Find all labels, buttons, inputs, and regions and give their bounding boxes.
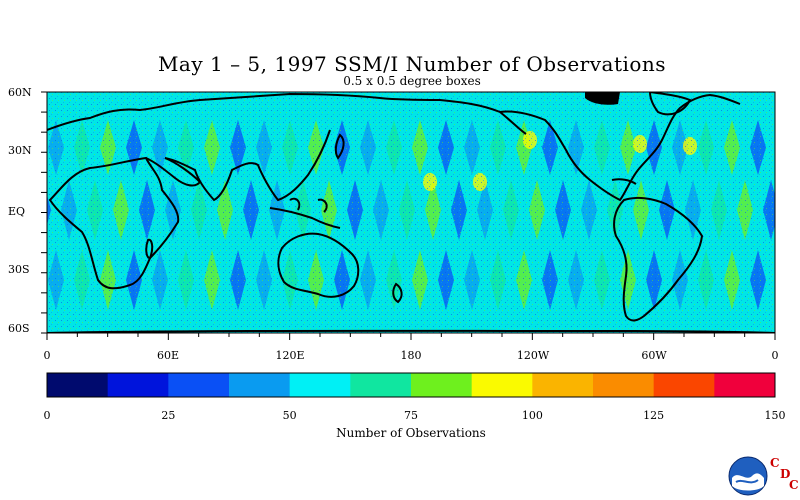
colorbar-tick-label: 100	[521, 409, 543, 422]
madagascar-coastline	[145, 238, 154, 260]
logo-letter-2: D	[780, 467, 791, 481]
lon-label: 0	[43, 349, 51, 362]
lon-label: 60E	[156, 349, 180, 362]
polar-ice-mask	[585, 92, 620, 105]
colorbar-swatch	[47, 373, 109, 397]
swath-diamond	[776, 250, 792, 310]
lon-label: 120E	[275, 349, 305, 362]
australia-coastline	[277, 232, 360, 298]
colorbar-swatch	[471, 373, 533, 397]
japan-coastline	[334, 133, 345, 160]
indonesia-coastline	[269, 197, 341, 229]
colorbar-tick-label: 25	[161, 409, 176, 422]
new-zealand-coastline	[392, 282, 403, 304]
colorbar-swatch	[350, 373, 412, 397]
asia-east-coastline	[164, 129, 331, 202]
colorbar-swatch	[229, 373, 291, 397]
colorbar-title: Number of Observations	[336, 426, 486, 440]
logo-letter-3: C	[789, 478, 799, 492]
colorbar-tick-label: 125	[643, 409, 665, 422]
colorbar-swatch	[714, 373, 776, 397]
lat-label: 30N	[8, 144, 32, 157]
swath-diamond	[776, 120, 792, 175]
arabia-coastline	[145, 157, 202, 187]
africa-coastline	[48, 156, 180, 290]
colorbar	[47, 373, 776, 397]
greenland-coastline	[648, 92, 692, 116]
map-title: May 1 – 5, 1997 SSM/I Number of Observat…	[157, 52, 667, 76]
colorbar-swatch	[289, 373, 351, 397]
lon-label: 180	[400, 349, 422, 362]
colorbar-tick-label: 150	[764, 409, 786, 422]
cuba-coastline	[611, 178, 637, 185]
colorbar-frame	[46, 372, 776, 398]
eurasia-coastline	[47, 92, 527, 135]
lat-label: 30S	[8, 263, 30, 276]
colorbar-swatch	[593, 373, 655, 397]
lon-label: 0	[771, 349, 779, 362]
colorbar-swatch	[411, 373, 473, 397]
lon-label: 120W	[516, 349, 550, 362]
swath-diamond	[789, 180, 800, 240]
colorbar-swatch	[653, 373, 715, 397]
coastlines	[47, 92, 775, 333]
longitude-ticks	[46, 333, 776, 340]
colorbar-tick-label: 0	[43, 409, 51, 422]
lat-label: EQ	[8, 205, 26, 218]
lat-label: 60S	[8, 322, 30, 335]
lon-label: 60W	[641, 349, 667, 362]
speckle-overlay	[47, 92, 775, 333]
south-america-coastline	[613, 196, 704, 322]
colorbar-swatch	[107, 373, 169, 397]
colorbar-swatch	[532, 373, 594, 397]
noaa-logo	[728, 456, 768, 496]
map-subtitle: 0.5 x 0.5 degree boxes	[343, 74, 481, 88]
north-america-coastline	[499, 93, 741, 202]
colorbar-swatch	[168, 373, 230, 397]
colorbar-tick-label: 75	[404, 409, 418, 422]
colorbar-tick-label: 50	[282, 409, 297, 422]
lat-label: 60N	[8, 86, 32, 99]
logo-letter-1: C	[770, 456, 780, 470]
antarctica-coastline	[47, 329, 775, 333]
swath-diamond	[22, 250, 38, 310]
latitude-ticks	[41, 91, 47, 334]
